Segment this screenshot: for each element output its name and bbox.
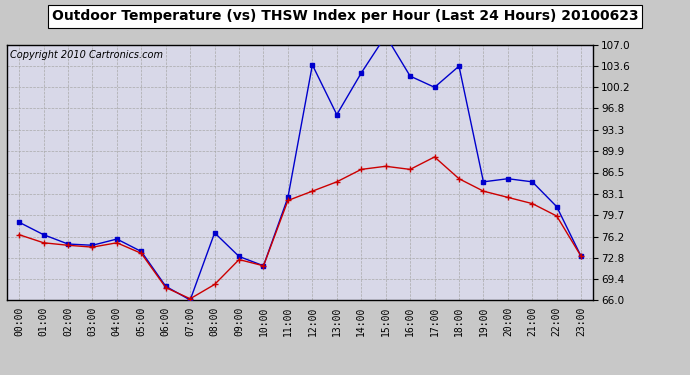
Text: Outdoor Temperature (vs) THSW Index per Hour (Last 24 Hours) 20100623: Outdoor Temperature (vs) THSW Index per … bbox=[52, 9, 638, 23]
Text: Copyright 2010 Cartronics.com: Copyright 2010 Cartronics.com bbox=[10, 50, 163, 60]
